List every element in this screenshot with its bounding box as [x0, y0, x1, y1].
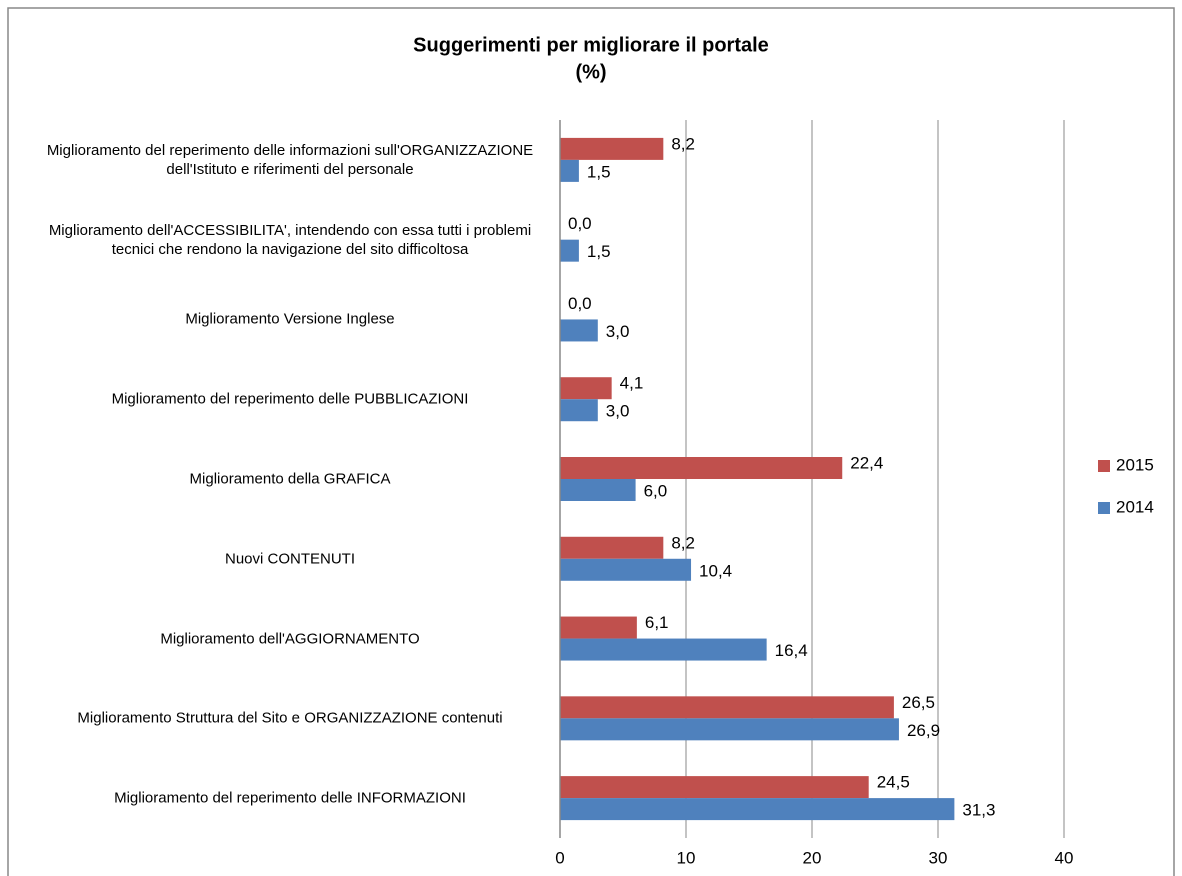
x-tick-label: 40 [1055, 848, 1074, 867]
value-label: 0,0 [568, 214, 592, 233]
value-label: 26,5 [902, 693, 935, 712]
value-label: 0,0 [568, 294, 592, 313]
value-label: 26,9 [907, 721, 940, 740]
category-label: Miglioramento della GRAFICA [189, 470, 391, 488]
bar [560, 399, 598, 422]
x-tick-label: 30 [929, 848, 948, 867]
bar [560, 137, 664, 160]
value-label: 3,0 [606, 402, 630, 421]
bar [560, 159, 579, 182]
bar [560, 616, 637, 639]
value-label: 8,2 [671, 134, 695, 153]
value-label: 4,1 [620, 374, 644, 393]
bar [560, 696, 894, 719]
value-label: 16,4 [775, 641, 808, 660]
x-tick-label: 10 [677, 848, 696, 867]
value-label: 6,1 [645, 613, 669, 632]
value-label: 31,3 [962, 801, 995, 820]
bar [560, 479, 636, 501]
bar [560, 718, 899, 741]
chart-subtitle: (%) [575, 61, 606, 83]
value-label: 6,0 [644, 481, 668, 500]
value-label: 3,0 [606, 322, 630, 341]
legend-label: 2014 [1116, 497, 1154, 516]
bar [560, 319, 598, 342]
bar [560, 239, 579, 262]
value-label: 1,5 [587, 242, 611, 261]
x-tick-label: 0 [555, 848, 564, 867]
legend-swatch [1098, 460, 1110, 472]
bar [560, 558, 692, 581]
value-label: 24,5 [877, 773, 910, 792]
category-label: Nuovi CONTENUTI [224, 550, 355, 568]
bar [560, 638, 767, 661]
bar [560, 776, 869, 799]
bar [560, 377, 612, 400]
legend-swatch [1098, 502, 1110, 514]
category-label: Miglioramento del reperimento delle INFO… [114, 789, 466, 807]
chart-border [7, 7, 1175, 876]
bar [560, 536, 664, 559]
category-label: Miglioramento del reperimento delle info… [46, 141, 534, 178]
category-label: Miglioramento dell'AGGIORNAMENTO [160, 630, 420, 648]
category-label: Miglioramento del reperimento delle PUBB… [111, 390, 469, 408]
category-label: Miglioramento dell'ACCESSIBILITA', inten… [48, 221, 532, 258]
bar [560, 457, 843, 479]
category-label: Miglioramento Versione Inglese [185, 310, 395, 328]
legend-label: 2015 [1116, 455, 1154, 474]
value-label: 1,5 [587, 162, 611, 181]
value-label: 8,2 [671, 533, 695, 552]
value-label: 10,4 [699, 561, 732, 580]
category-label: Miglioramento Struttura del Sito e ORGAN… [77, 709, 503, 727]
bar [560, 798, 955, 821]
chart-title: Suggerimenti per migliorare il portale [413, 34, 769, 56]
x-tick-label: 20 [803, 848, 822, 867]
value-label: 22,4 [850, 453, 883, 472]
